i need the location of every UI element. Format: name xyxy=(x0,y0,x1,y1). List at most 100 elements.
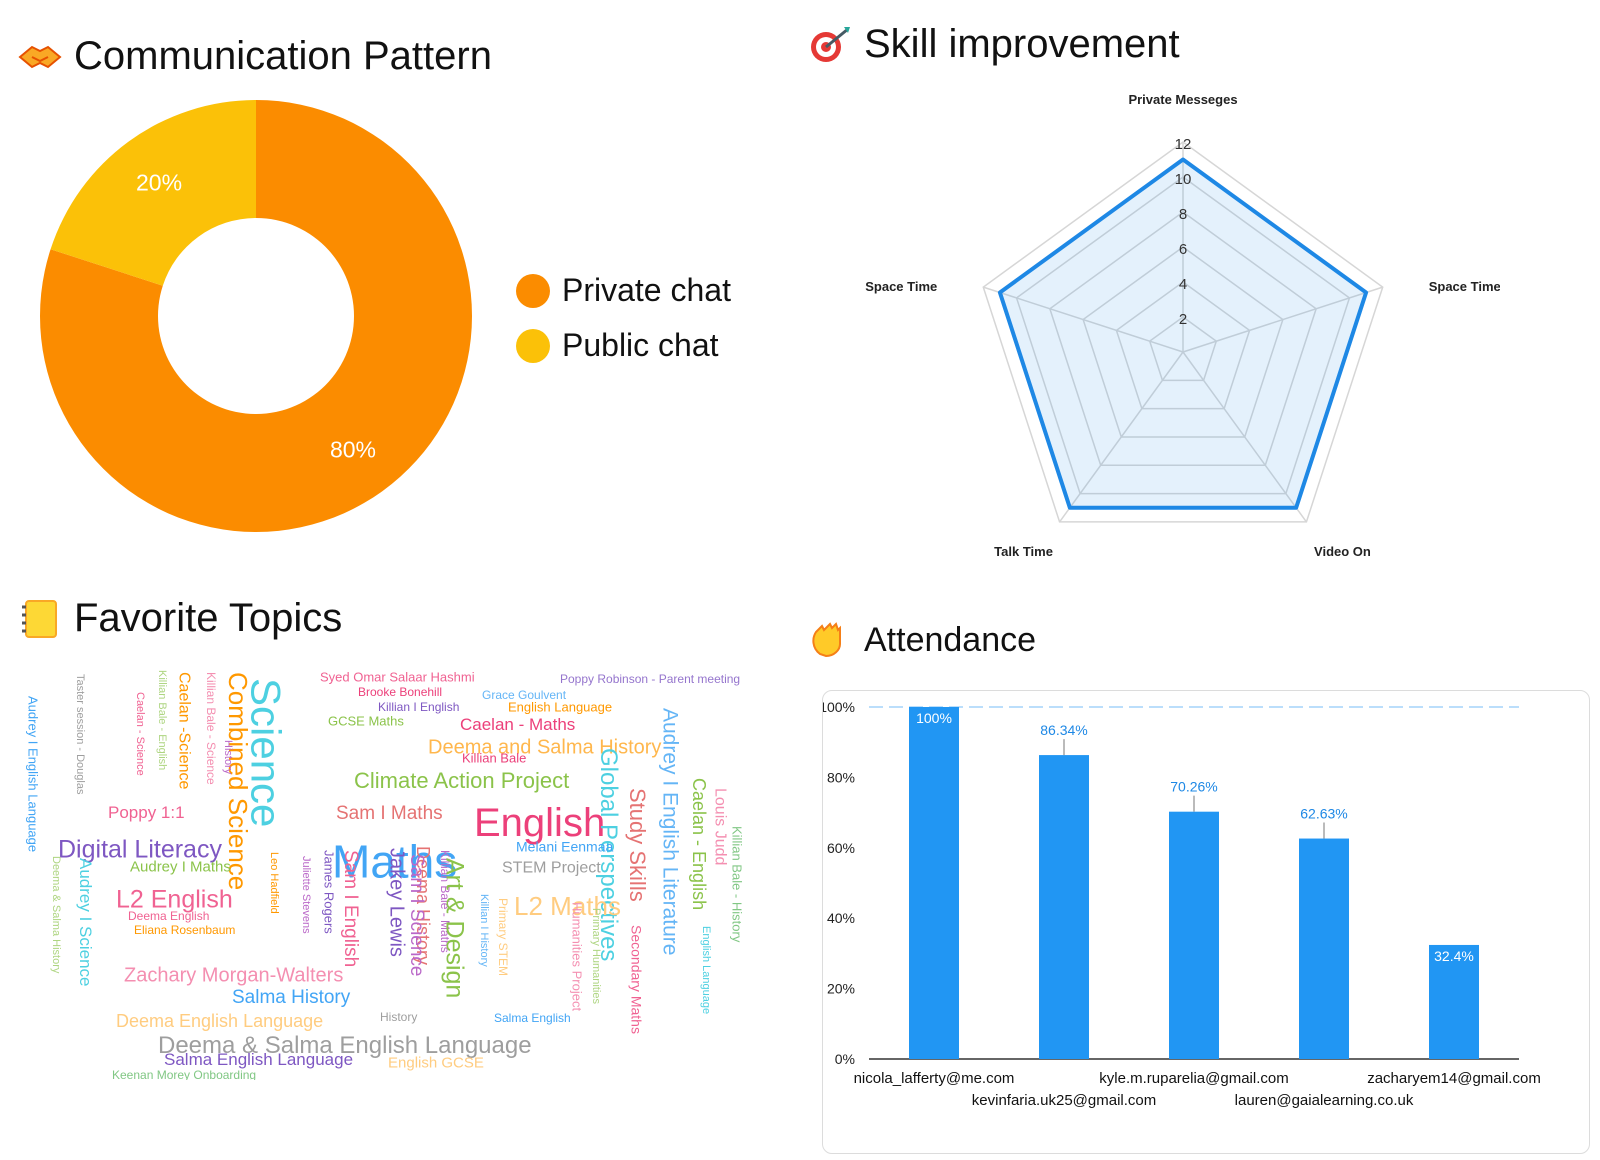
donut-data-label-0: 80% xyxy=(330,436,376,462)
word-cloud-item: Study Skills xyxy=(625,788,650,902)
word-cloud-item: Poppy Robinson - Parent meeting xyxy=(560,672,740,686)
topics-title-text: Favorite Topics xyxy=(74,596,343,640)
word-cloud-item: Art & Design xyxy=(440,858,468,998)
attendance-bar-chart: 0% 20% 40% 60% 80% 100% 100% nicola_lafferty@me… xyxy=(823,699,1541,1109)
x-tick-label: lauren@gaialearning.co.uk xyxy=(1235,1092,1414,1109)
word-cloud-item: Caelan - Maths xyxy=(460,715,575,734)
attendance-data-label: 70.26% xyxy=(1170,779,1217,795)
word-cloud-item: Killian Bale xyxy=(462,751,526,766)
legend-item-private: Private chat xyxy=(516,272,731,309)
word-cloud-item: Killian Bale - English xyxy=(156,670,168,770)
y-tick-label: 80% xyxy=(827,769,855,785)
communication-title: Communication Pattern xyxy=(18,34,492,79)
radar-tick-label: 10 xyxy=(1175,171,1192,188)
word-cloud-item: History xyxy=(380,1010,417,1024)
word-cloud-item: STEM Project xyxy=(502,859,601,876)
word-cloud-item: Caelan -Science xyxy=(176,672,193,790)
word-cloud-item: Climate Action Project xyxy=(354,768,569,793)
word-cloud-item: Jakey Lewis xyxy=(385,848,407,957)
legend-label-public: Public chat xyxy=(562,327,719,363)
word-cloud-item: Grace Goulvent xyxy=(482,688,567,702)
radar-grid-ring xyxy=(1082,246,1284,438)
legend-item-public: Public chat xyxy=(516,327,731,364)
attendance-title: Attendance xyxy=(808,620,1036,660)
attendance-data-label: 100% xyxy=(916,710,952,726)
attendance-data-label: 32.4% xyxy=(1434,948,1474,964)
waving-hand-icon xyxy=(808,620,852,660)
target-icon xyxy=(808,25,852,65)
attendance-data-label: 62.63% xyxy=(1300,806,1347,822)
word-cloud-item: Deema & Salma History xyxy=(50,856,62,974)
word-cloud-item: Primary Humanities xyxy=(590,908,602,1004)
donut-slice-public xyxy=(50,100,256,286)
word-cloud-item: Salma English Language xyxy=(164,1050,353,1069)
radar-tick-label: 6 xyxy=(1179,241,1187,258)
topics-title: Favorite Topics xyxy=(18,596,342,641)
attendance-title-text: Attendance xyxy=(864,620,1037,659)
word-cloud-item: Taster session - Douglas xyxy=(74,674,86,795)
radar-tick-label: 4 xyxy=(1179,276,1187,293)
word-cloud-item: Zachary Morgan-Walters xyxy=(124,965,343,987)
word-cloud-item: Killian I History xyxy=(478,894,490,967)
word-cloud-item: Melani Eenmaa xyxy=(516,838,613,854)
word-cloud-item: Secondary Maths xyxy=(629,925,645,1034)
attendance-bar xyxy=(1169,811,1219,1059)
word-cloud-item: Killian Bale - Science xyxy=(204,672,218,785)
word-cloud-item: Salma History xyxy=(232,987,351,1008)
word-cloud-item: Sam I Science xyxy=(406,854,427,977)
radar-spoke xyxy=(1182,351,1308,523)
y-tick-label: 60% xyxy=(827,840,855,856)
y-tick-label: 20% xyxy=(827,981,855,997)
word-cloud-item: Audrey I Maths xyxy=(130,858,231,875)
legend-dot-private xyxy=(516,273,550,308)
attendance-bar xyxy=(1039,755,1089,1059)
donut-data-label-1: 20% xyxy=(136,170,182,196)
handshake-icon xyxy=(18,37,62,77)
radar-axis-label-0: Private Messeges xyxy=(1128,92,1237,107)
x-tick-label: nicola_lafferty@me.com xyxy=(854,1070,1015,1087)
notebook-icon xyxy=(18,599,62,639)
radar-tick-label: 12 xyxy=(1175,136,1192,153)
word-cloud-item: L2 Maths xyxy=(514,891,621,921)
attendance-card: 0% 20% 40% 60% 80% 100% 100% nicola_lafferty@me… xyxy=(822,690,1590,1154)
attendance-data-label: 86.34% xyxy=(1040,722,1087,738)
word-cloud-item: Audrey I English Literature xyxy=(659,708,682,955)
x-tick-label: zacharyem14@gmail.com xyxy=(1367,1070,1541,1087)
legend-dot-public xyxy=(516,328,550,363)
word-cloud-item: Syed Omar Salaar Hashmi xyxy=(320,670,475,685)
word-cloud-item: Salma English xyxy=(494,1011,571,1025)
radar-tick-label: 8 xyxy=(1179,206,1187,223)
word-cloud-item: GCSE Maths xyxy=(328,714,404,729)
word-cloud-item: English GCSE xyxy=(388,1054,484,1071)
word-cloud-item: Deema English Language xyxy=(116,1011,323,1031)
skill-title: Skill improvement xyxy=(808,22,1180,67)
donut-slice-private xyxy=(39,100,472,532)
skill-title-text: Skill improvement xyxy=(864,22,1180,66)
attendance-bar xyxy=(1299,838,1349,1059)
radar-spoke xyxy=(1058,351,1184,523)
word-cloud-item: Combined Science xyxy=(223,672,253,890)
word-cloud-item: Killian Bale - History xyxy=(729,826,744,943)
word-cloud-item: Louis Judd xyxy=(712,788,729,865)
word-cloud-item: Killian I English xyxy=(378,700,459,714)
radar-axis-label-2: Video On xyxy=(1314,544,1371,559)
y-tick-label: 0% xyxy=(835,1051,855,1067)
x-tick-label: kevinfaria.uk25@gmail.com xyxy=(972,1092,1156,1109)
word-cloud-item: Humanities Project xyxy=(569,902,584,1011)
radar-axis-label-3: Talk Time xyxy=(994,544,1053,559)
word-cloud-item: Science xyxy=(243,678,290,827)
radar-grid-ring xyxy=(1115,281,1251,410)
word-cloud-item: Keenan Morey Onboarding xyxy=(112,1068,256,1080)
word-cloud-item: English xyxy=(474,801,605,845)
word-cloud-item: James Rogers xyxy=(321,850,336,934)
word-cloud-item: Deema History xyxy=(413,846,433,965)
word-cloud-item: Deema & Salma English Language xyxy=(158,1032,532,1059)
radar-axis-label-4: Space Time xyxy=(865,279,937,294)
radar-grid-ring xyxy=(1048,211,1318,467)
y-tick-label: 100% xyxy=(823,699,855,715)
word-cloud-item: Sam I English xyxy=(340,850,361,967)
word-cloud-item: Leo Hadfield xyxy=(268,852,280,914)
word-cloud-item: Eliana Rosenbaum xyxy=(134,923,235,937)
x-tick-label: kyle.m.ruparelia@gmail.com xyxy=(1099,1070,1288,1087)
word-cloud-item: English Language xyxy=(508,700,612,715)
